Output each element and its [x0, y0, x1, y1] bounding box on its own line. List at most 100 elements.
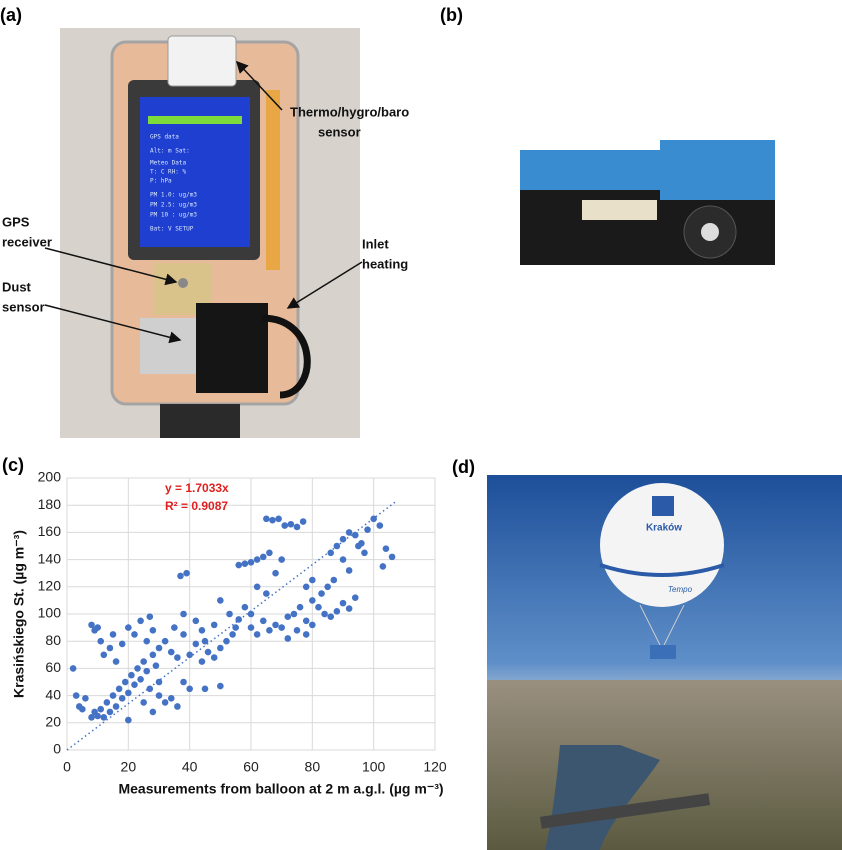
point [278, 624, 285, 631]
screen-text: PM 10 : ug/m3 [150, 212, 197, 219]
point [247, 610, 255, 618]
point [364, 526, 371, 533]
point [333, 607, 341, 615]
point [293, 627, 301, 634]
panel-label: (c) [2, 455, 24, 475]
point [247, 624, 255, 631]
y-tick-label: 80 [45, 632, 61, 648]
r-squared: R² = 0.9087 [165, 499, 228, 513]
point [155, 692, 163, 699]
point [217, 644, 224, 652]
point [161, 637, 169, 645]
point [351, 594, 359, 601]
point [128, 671, 135, 679]
point [180, 678, 187, 686]
sensor-photo [520, 140, 775, 265]
point [109, 692, 117, 699]
point [192, 617, 200, 625]
point [186, 651, 193, 659]
annotation: Thermo/hygro/baro [290, 104, 409, 119]
point [125, 716, 132, 724]
y-tick-label: 100 [38, 605, 62, 621]
point [266, 549, 273, 557]
point [339, 556, 347, 563]
point [183, 569, 190, 577]
point [155, 678, 163, 686]
x-tick-label: 0 [63, 759, 71, 775]
point [327, 613, 335, 621]
point [210, 621, 218, 629]
balloon-text: Kraków [646, 523, 682, 534]
annotation: sensor [2, 299, 45, 314]
point [186, 685, 193, 693]
equation: y = 1.7033x [165, 481, 229, 495]
point [339, 535, 347, 543]
y-tick-label: 40 [45, 686, 61, 702]
x-tick-label: 60 [243, 759, 259, 775]
panel-label: (d) [452, 457, 475, 477]
point [171, 624, 178, 631]
point [302, 631, 310, 638]
point [201, 685, 209, 693]
point [235, 616, 243, 623]
point [137, 617, 144, 625]
point [103, 699, 111, 706]
point [287, 520, 295, 528]
point [192, 640, 200, 648]
point [140, 699, 147, 706]
point [161, 699, 169, 706]
point [272, 569, 279, 577]
point [263, 590, 270, 597]
balloon-text: Tempo [668, 585, 693, 594]
point [198, 658, 206, 665]
point [290, 610, 298, 618]
screen-text: Alt: m Sat: [150, 148, 190, 155]
point [330, 576, 338, 584]
point [131, 631, 138, 638]
point [345, 567, 353, 574]
point [125, 689, 132, 697]
point [155, 644, 163, 652]
annotation: sensor [318, 124, 361, 139]
point [293, 523, 301, 531]
point [321, 610, 328, 618]
point [253, 631, 261, 638]
point [235, 561, 243, 569]
x-tick-label: 40 [182, 759, 198, 775]
annotation: GPS [2, 214, 30, 229]
point [149, 708, 157, 716]
point [146, 685, 154, 693]
point [174, 654, 181, 661]
point [379, 563, 387, 570]
point [118, 695, 126, 702]
screen-text: P: hPa [150, 178, 172, 185]
panel-label: (b) [440, 5, 463, 25]
point [253, 583, 261, 591]
screen-text: Bat: V SETUP [150, 226, 194, 233]
point [143, 637, 151, 645]
point [131, 681, 138, 689]
point [263, 515, 270, 523]
point [167, 695, 175, 702]
point [217, 682, 224, 690]
x-tick-label: 80 [305, 759, 321, 775]
point [149, 651, 157, 659]
point [180, 631, 187, 638]
screen-text: GPS data [150, 134, 179, 141]
point [146, 613, 154, 621]
point [388, 553, 396, 561]
point [376, 522, 384, 529]
balloon-photo [487, 475, 842, 850]
point [118, 640, 126, 648]
x-axis-label: Measurements from balloon at 2 m a.g.l. … [118, 781, 443, 797]
point [223, 637, 230, 645]
point [226, 610, 233, 618]
y-tick-label: 120 [38, 578, 62, 594]
point [106, 644, 114, 652]
point [232, 624, 239, 631]
point [152, 662, 160, 669]
point [284, 635, 292, 642]
device-photo [44, 28, 363, 438]
point [259, 553, 267, 561]
